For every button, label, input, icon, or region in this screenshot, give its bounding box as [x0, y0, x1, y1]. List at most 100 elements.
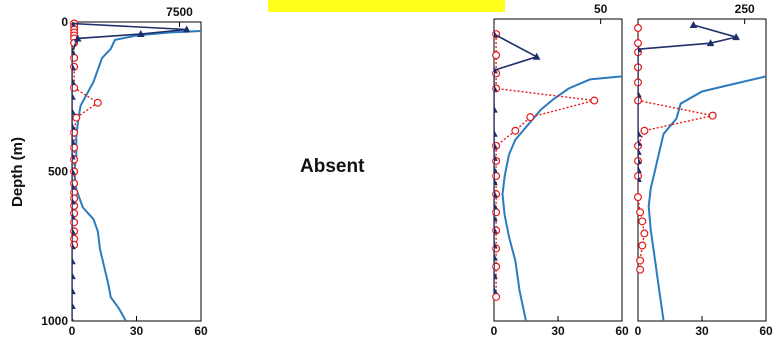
triangle-point [72, 107, 76, 115]
circle-point [70, 83, 79, 92]
circle-point [492, 172, 501, 181]
triangle-point [494, 105, 498, 113]
triangle-point [494, 30, 498, 38]
circle-point [72, 113, 81, 122]
plot-frame-1 [71, 21, 202, 322]
triangle-series-line [494, 33, 539, 291]
triangle-point [638, 175, 642, 183]
x-tick-label: 60 [615, 324, 629, 338]
circle-point [511, 126, 520, 135]
triangle-point [638, 166, 642, 173]
x-tick-label: 0 [635, 324, 642, 338]
triangle-point [72, 257, 76, 265]
top-x-tick-label: 250 [735, 2, 755, 16]
y-axis-label: Depth (m) [9, 137, 26, 207]
top-x-tick-label: 50 [594, 2, 608, 16]
profile-line [73, 30, 202, 321]
absent-label: Absent [300, 156, 365, 177]
y-tick-label: 500 [48, 165, 68, 179]
triangle-point [494, 153, 498, 161]
x-tick-label: 60 [194, 324, 208, 338]
triangle-point [494, 190, 498, 198]
triangle-series-line [638, 24, 740, 180]
circle-point [70, 53, 79, 62]
circle-point [636, 256, 645, 265]
triangle-point [72, 272, 76, 280]
triangle-point [494, 178, 498, 186]
triangle-point [494, 271, 498, 279]
triangle-point [638, 90, 642, 98]
triangle-point [494, 66, 498, 74]
triangle-point [494, 141, 498, 149]
triangle-point [532, 52, 541, 60]
triangle-point [494, 241, 498, 249]
circle-point [70, 194, 79, 203]
circle-point [640, 229, 649, 238]
triangle-point [494, 226, 498, 234]
triangle-point [72, 47, 76, 55]
y-tick-label: 0 [61, 15, 68, 29]
triangle-point [638, 129, 642, 137]
triangle-point [72, 77, 76, 85]
circle-point [70, 179, 79, 188]
highlight-bar [268, 0, 505, 12]
triangle-series-line [72, 22, 187, 321]
triangle-point [732, 33, 740, 41]
triangle-point [72, 152, 76, 160]
x-tick-label: 30 [695, 324, 709, 338]
x-tick-label: 0 [69, 324, 76, 338]
triangle-point [494, 166, 498, 173]
triangle-point [72, 317, 75, 321]
circle-point [640, 126, 649, 135]
triangle-point [494, 286, 498, 294]
triangle-point [72, 287, 76, 295]
profile-line [501, 75, 623, 321]
x-tick-label: 30 [551, 324, 565, 338]
triangle-point [494, 253, 498, 261]
triangle-point [638, 45, 642, 53]
x-tick-label: 0 [491, 324, 498, 338]
circle-point [492, 292, 501, 301]
triangle-point [638, 156, 642, 164]
triangle-point [494, 84, 498, 92]
circle-point [492, 51, 501, 60]
triangle-point [72, 22, 76, 27]
triangle-point [494, 129, 498, 137]
circle-point [70, 209, 79, 218]
triangle-point [72, 212, 76, 220]
triangle-point [137, 29, 145, 37]
circle-point [590, 96, 599, 105]
circle-point [70, 128, 79, 137]
circle-point [633, 193, 642, 202]
triangle-point [72, 302, 76, 310]
triangle-point [72, 227, 76, 235]
triangle-point [72, 197, 76, 205]
triangle-point [494, 202, 498, 210]
triangle-point [638, 138, 642, 146]
circle-point [638, 217, 647, 226]
circle-point [70, 143, 79, 152]
triangle-point [72, 167, 76, 175]
circle-point [708, 111, 717, 120]
circle-point [633, 24, 642, 33]
circle-series-line [495, 34, 595, 297]
x-tick-label: 30 [130, 324, 144, 338]
triangle-point [72, 137, 76, 145]
triangle-point [182, 25, 191, 33]
triangle-point [72, 242, 76, 250]
circle-point [492, 262, 501, 271]
triangle-point [72, 92, 76, 100]
top-x-tick-label: 7500 [166, 5, 193, 19]
profile-line [647, 75, 767, 321]
triangle-point [72, 62, 76, 70]
triangle-point [72, 182, 76, 190]
circle-point [638, 241, 647, 250]
triangle-point [689, 21, 698, 29]
x-tick-label: 60 [759, 324, 773, 338]
circle-point [70, 218, 79, 227]
circle-series-line [638, 28, 713, 270]
triangle-point [494, 214, 498, 222]
circle-point [492, 208, 501, 217]
y-tick-label: 1000 [41, 314, 68, 328]
